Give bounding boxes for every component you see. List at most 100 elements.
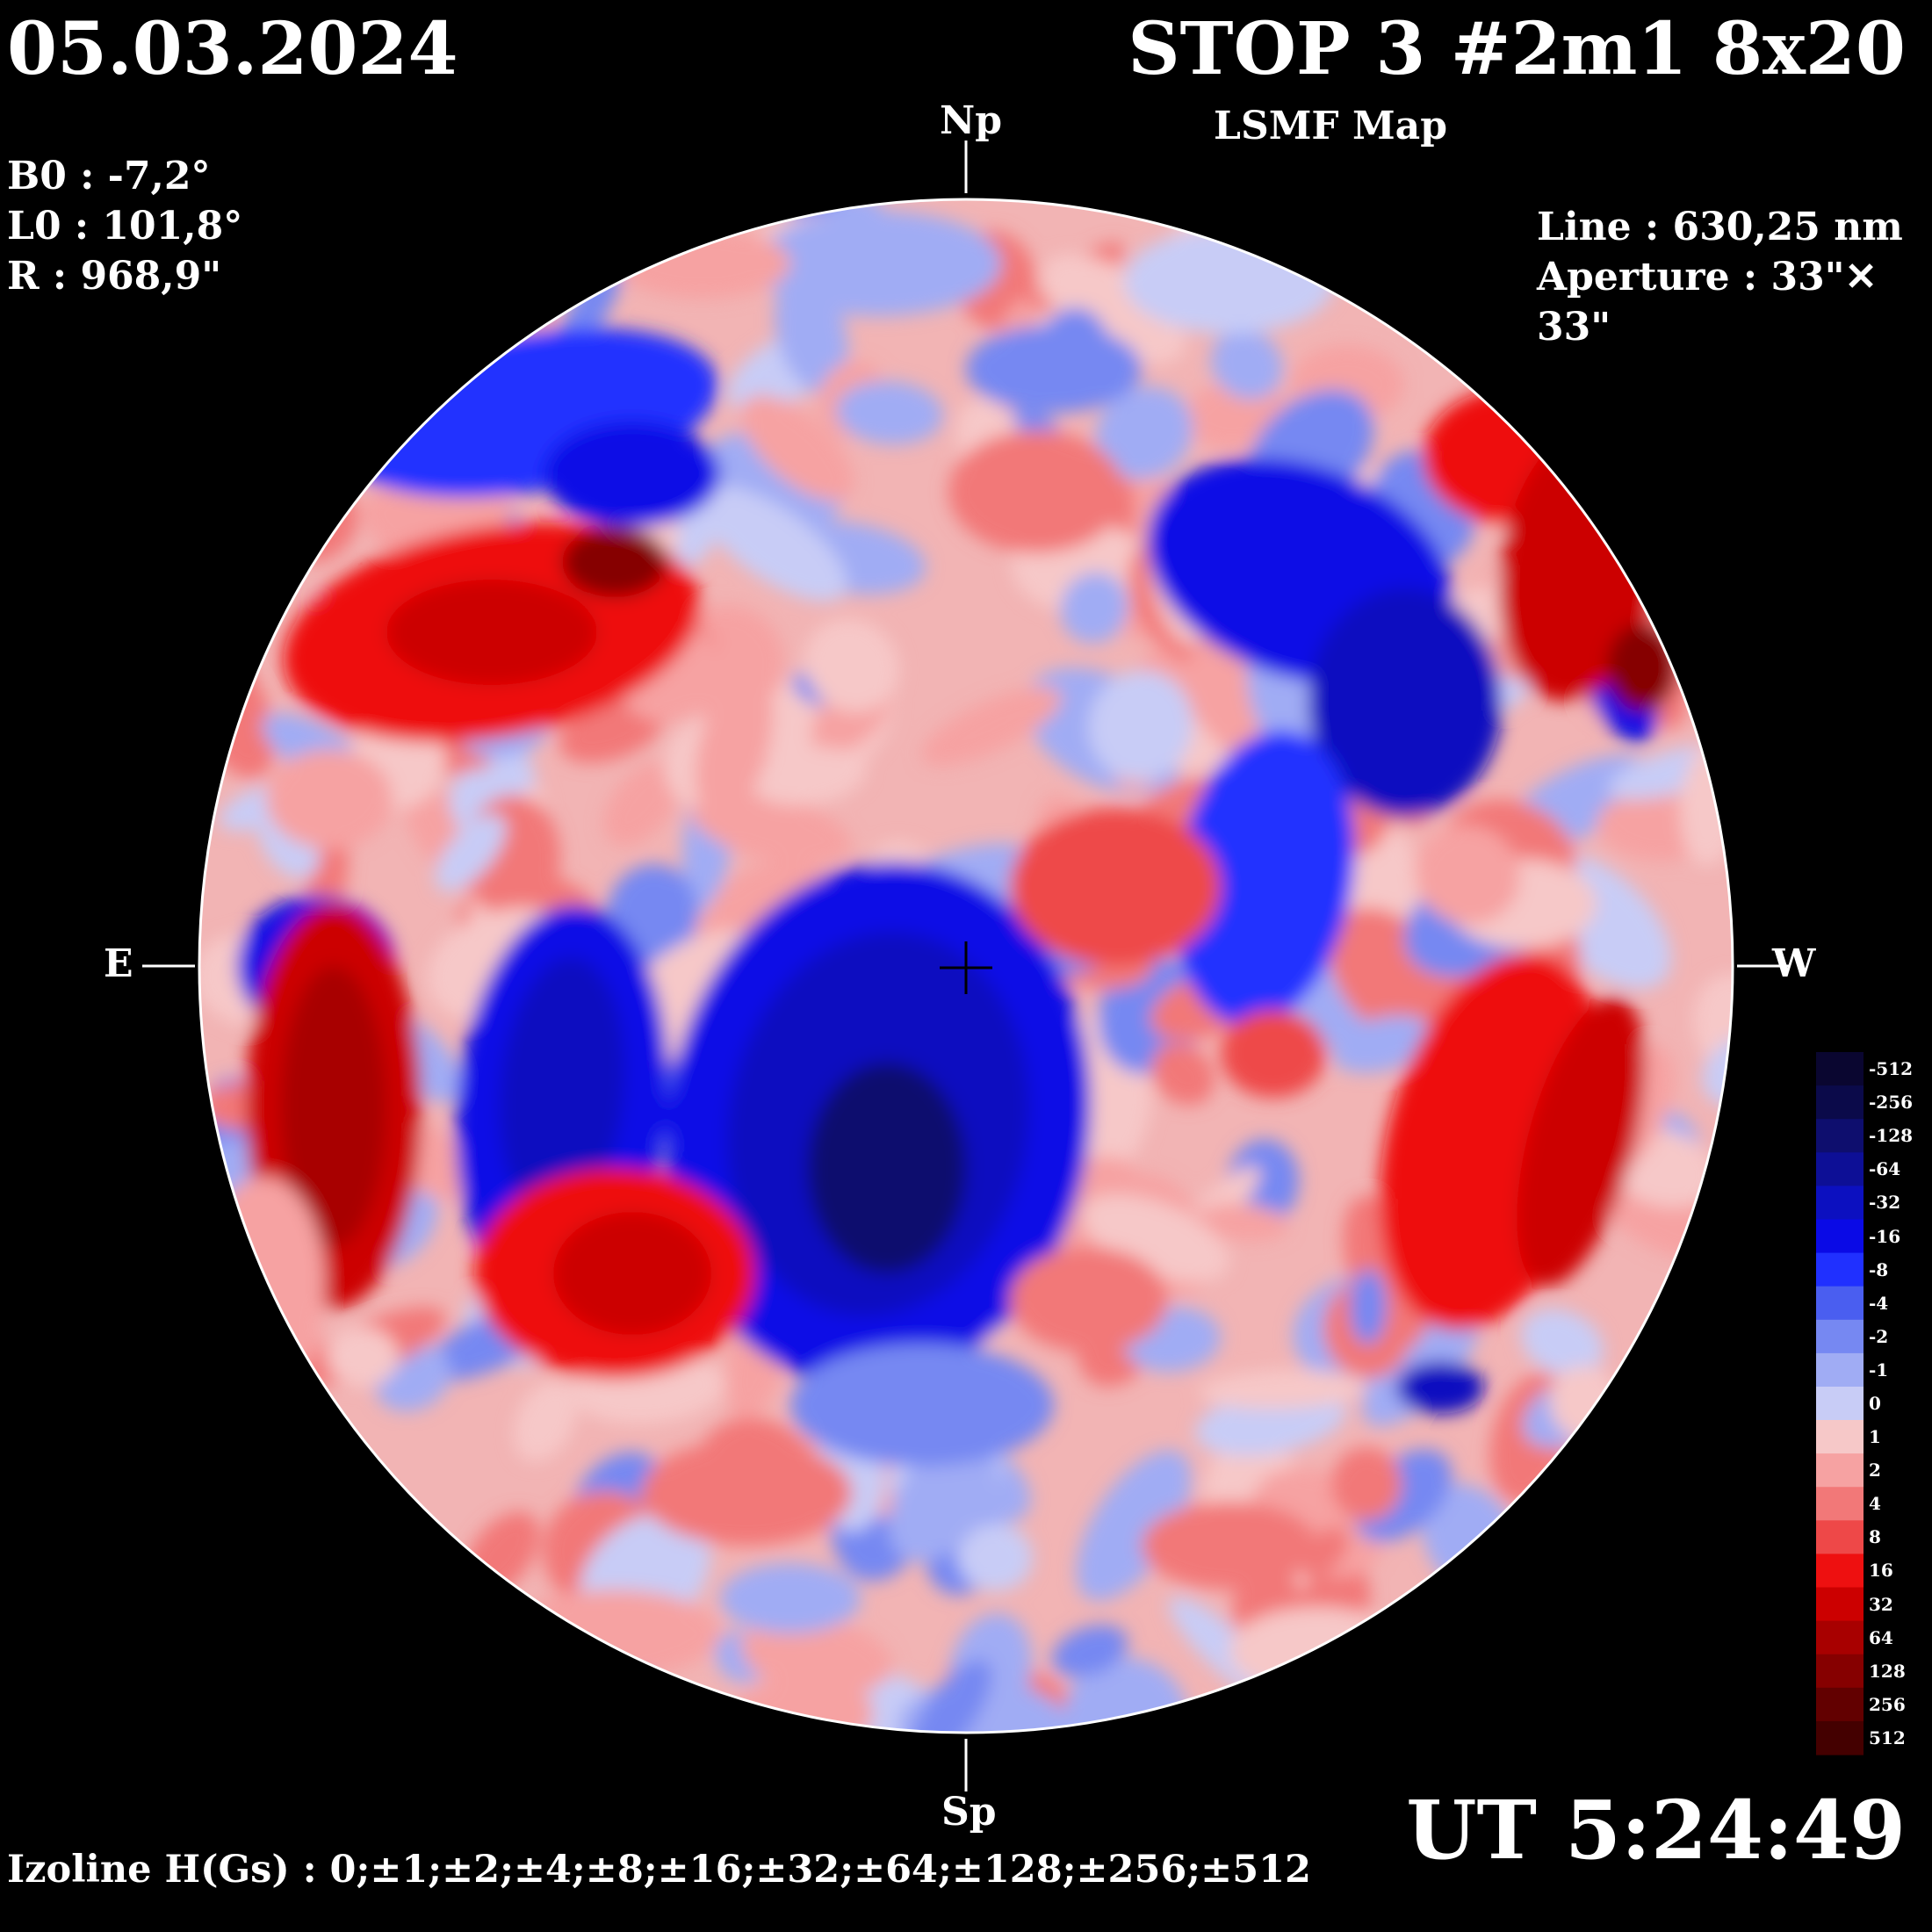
colorbar-label: 1: [1869, 1426, 1881, 1447]
colorbar-label: -2: [1869, 1326, 1889, 1347]
colorbar-swatch: [1816, 1052, 1864, 1086]
field-region: [1396, 1361, 1484, 1414]
field-region: [1229, 1607, 1405, 1695]
colorbar-swatch: [1816, 1687, 1864, 1722]
izoline-legend: Izoline H(Gs) : 0;±1;±2;±4;±8;±16;±32;±6…: [7, 1848, 1311, 1892]
field-region: [804, 618, 899, 713]
aperture: Aperture : 33"✕ 33": [1537, 255, 1878, 350]
field-region: [553, 1212, 711, 1335]
field-region: [1060, 572, 1128, 644]
field-region: [698, 486, 847, 602]
colorbar-label: -512: [1869, 1058, 1914, 1079]
colorbar-swatch: [1816, 1186, 1864, 1221]
colorbar-label: 64: [1869, 1627, 1893, 1648]
field-region: [1221, 1010, 1326, 1098]
field-region: [966, 325, 1142, 413]
field-region: [1051, 1625, 1128, 1677]
colorbar-label: -256: [1869, 1092, 1914, 1113]
instrument-info: Line : 630,25 nm Aperture : 33"✕ 33": [1537, 202, 1932, 352]
field-region: [1010, 1247, 1168, 1352]
west-label: W: [1772, 941, 1816, 986]
field-region: [544, 422, 720, 527]
colorbar-label: -16: [1869, 1226, 1901, 1247]
colorbar-swatch: [1816, 1554, 1864, 1589]
field-region: [755, 211, 1001, 316]
colorbar-swatch: [1816, 1520, 1864, 1554]
field-region: [386, 580, 597, 685]
field-region: [740, 1617, 893, 1696]
colorbar-swatch: [1816, 1352, 1864, 1388]
field-region: [921, 687, 1062, 766]
colorbar-label: -64: [1869, 1158, 1901, 1179]
l0-value: L0 : 101,8°: [7, 204, 243, 249]
colorbar-swatch: [1816, 1152, 1864, 1186]
map-subtitle: LSMF Map: [1214, 104, 1447, 148]
field-region: [1088, 670, 1193, 781]
colorbar-swatch: [1816, 1119, 1864, 1153]
field-region: [266, 749, 393, 849]
colorbar-label: 32: [1869, 1594, 1893, 1615]
colorbar-swatch: [1816, 1587, 1864, 1622]
field-region: [957, 1522, 1033, 1592]
field-region: [615, 228, 790, 299]
ut-time: UT 5:24:49: [1406, 1783, 1906, 1878]
field-region: [1124, 228, 1335, 334]
spectral-line: Line : 630,25 nm: [1537, 205, 1903, 249]
colorbar-swatch: [1816, 1085, 1864, 1120]
colorbar-swatch: [1816, 1252, 1864, 1287]
field-region: [1607, 624, 1677, 711]
field-region: [1199, 1369, 1367, 1409]
field-region: [281, 966, 386, 1247]
field-region: [327, 1326, 399, 1388]
b0-value: B0 : -7,2°: [7, 154, 211, 198]
colorbar-label: -32: [1869, 1192, 1901, 1213]
field-region: [808, 1063, 966, 1273]
field-region: [790, 1344, 1054, 1467]
field-region: [1517, 997, 1645, 1287]
colorbar-label: 8: [1869, 1526, 1881, 1547]
colorbar-label: 512: [1869, 1727, 1906, 1748]
field-region: [1150, 1042, 1215, 1106]
colorbar-swatch: [1816, 1720, 1864, 1755]
field-region: [751, 747, 867, 805]
colorbar-label: -128: [1869, 1125, 1914, 1146]
colorbar-label: -8: [1869, 1259, 1889, 1280]
colorbar-swatch: [1816, 1453, 1864, 1488]
colorbar-swatch: [1816, 1620, 1864, 1655]
field-region: [696, 671, 773, 820]
colorbar: [1816, 1052, 1864, 1755]
field-region: [1211, 328, 1283, 400]
colorbar-label: -4: [1869, 1293, 1889, 1314]
south-pole-label: Sp: [941, 1790, 997, 1835]
colorbar-swatch: [1816, 1420, 1864, 1454]
field-region: [435, 814, 507, 891]
field-region: [740, 394, 854, 501]
field-region: [1415, 825, 1520, 925]
colorbar-label: 2: [1869, 1460, 1881, 1481]
field-region: [720, 1563, 861, 1633]
radius-value: R : 968,9": [7, 254, 222, 299]
field-region: [1521, 1308, 1604, 1377]
field-region: [1142, 1502, 1317, 1590]
field-region: [836, 380, 943, 445]
colorbar-swatch: [1816, 1219, 1864, 1254]
field-region: [1308, 588, 1502, 817]
solar-parameters: B0 : -7,2° L0 : 101,8° R : 968,9": [7, 151, 242, 301]
field-region: [603, 761, 681, 847]
colorbar-label: -1: [1869, 1359, 1889, 1381]
colorbar-label: 4: [1869, 1493, 1881, 1514]
colorbar-swatch: [1816, 1487, 1864, 1521]
date: 05.03.2024: [7, 7, 458, 91]
field-region: [1082, 1194, 1229, 1282]
field-region: [1095, 386, 1193, 479]
field-region: [948, 430, 1124, 553]
field-region: [1349, 1269, 1388, 1344]
east-label: E: [104, 941, 133, 986]
field-region: [1041, 254, 1186, 364]
field-region: [641, 1440, 852, 1546]
field-region: [1197, 1203, 1288, 1242]
field-region: [1010, 808, 1221, 966]
field-region: [888, 1438, 998, 1561]
colorbar-label: 0: [1869, 1393, 1881, 1414]
colorbar-swatch: [1816, 1654, 1864, 1689]
